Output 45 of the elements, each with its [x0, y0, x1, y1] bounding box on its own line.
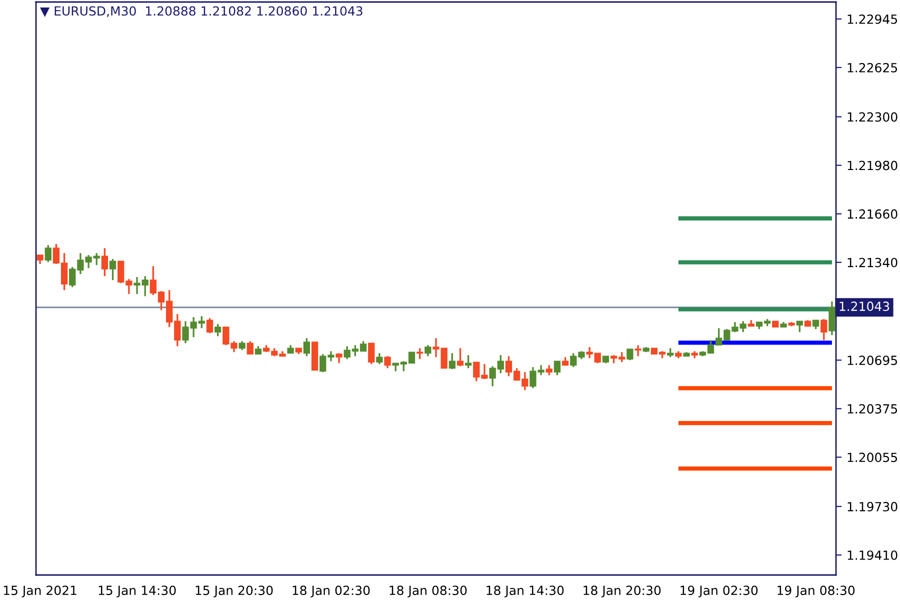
x-tick-label: 19 Jan 08:30	[778, 586, 855, 598]
x-tick-label: 15 Jan 2021	[4, 586, 76, 598]
chart-title: ▼ EURUSD,M30 1.20888 1.21082 1.20860 1.21043	[40, 6, 362, 18]
candlestick	[828, 300, 836, 336]
candlestick	[626, 348, 634, 361]
candlestick	[464, 354, 472, 370]
candlestick	[448, 352, 456, 370]
candlestick	[820, 318, 828, 341]
candlestick	[303, 337, 310, 358]
x-tick-label: 18 Jan 20:30	[584, 586, 661, 598]
candlestick	[214, 323, 222, 338]
candlestick	[384, 355, 391, 370]
ref-line-label: 1.21043	[840, 302, 890, 312]
candlestick	[424, 344, 432, 358]
y-tick-label: 1.20375	[848, 404, 898, 414]
y-tick-label: 1.20695	[848, 356, 898, 366]
candlestick	[554, 360, 561, 376]
candlestick	[44, 244, 52, 263]
y-tick-label: 1.21340	[848, 258, 898, 268]
y-tick-label: 1.19730	[848, 502, 898, 512]
candlestick	[546, 364, 552, 376]
y-tick-label: 1.21660	[848, 209, 898, 219]
candlestick	[456, 347, 464, 368]
candlestick	[206, 317, 214, 334]
candlestick	[368, 342, 375, 365]
candlestick	[101, 247, 108, 277]
candlestick	[109, 258, 116, 281]
candlestick	[416, 347, 424, 360]
y-tick-label: 1.22625	[848, 62, 898, 72]
x-tick-label: 18 Jan 02:30	[292, 586, 370, 598]
y-tick-label: 1.22945	[848, 14, 898, 24]
candlestick	[796, 320, 803, 333]
y-tick-label: 1.22300	[848, 112, 898, 122]
x-tick-label: 19 Jan 02:30	[680, 586, 758, 598]
x-tick-label: 15 Jan 20:30	[196, 586, 273, 598]
candlestick	[634, 344, 642, 358]
x-tick-label: 15 Jan 14:30	[98, 586, 176, 598]
y-tick-label: 1.20055	[848, 452, 898, 462]
candlestick	[246, 340, 254, 355]
y-tick-label: 1.19410	[848, 550, 898, 560]
candlestick	[336, 352, 342, 364]
x-tick-label: 18 Jan 08:30	[390, 586, 467, 598]
x-tick-label: 18 Jan 14:30	[486, 586, 564, 598]
y-tick-label: 1.21980	[848, 160, 898, 170]
candlestick	[376, 352, 383, 365]
